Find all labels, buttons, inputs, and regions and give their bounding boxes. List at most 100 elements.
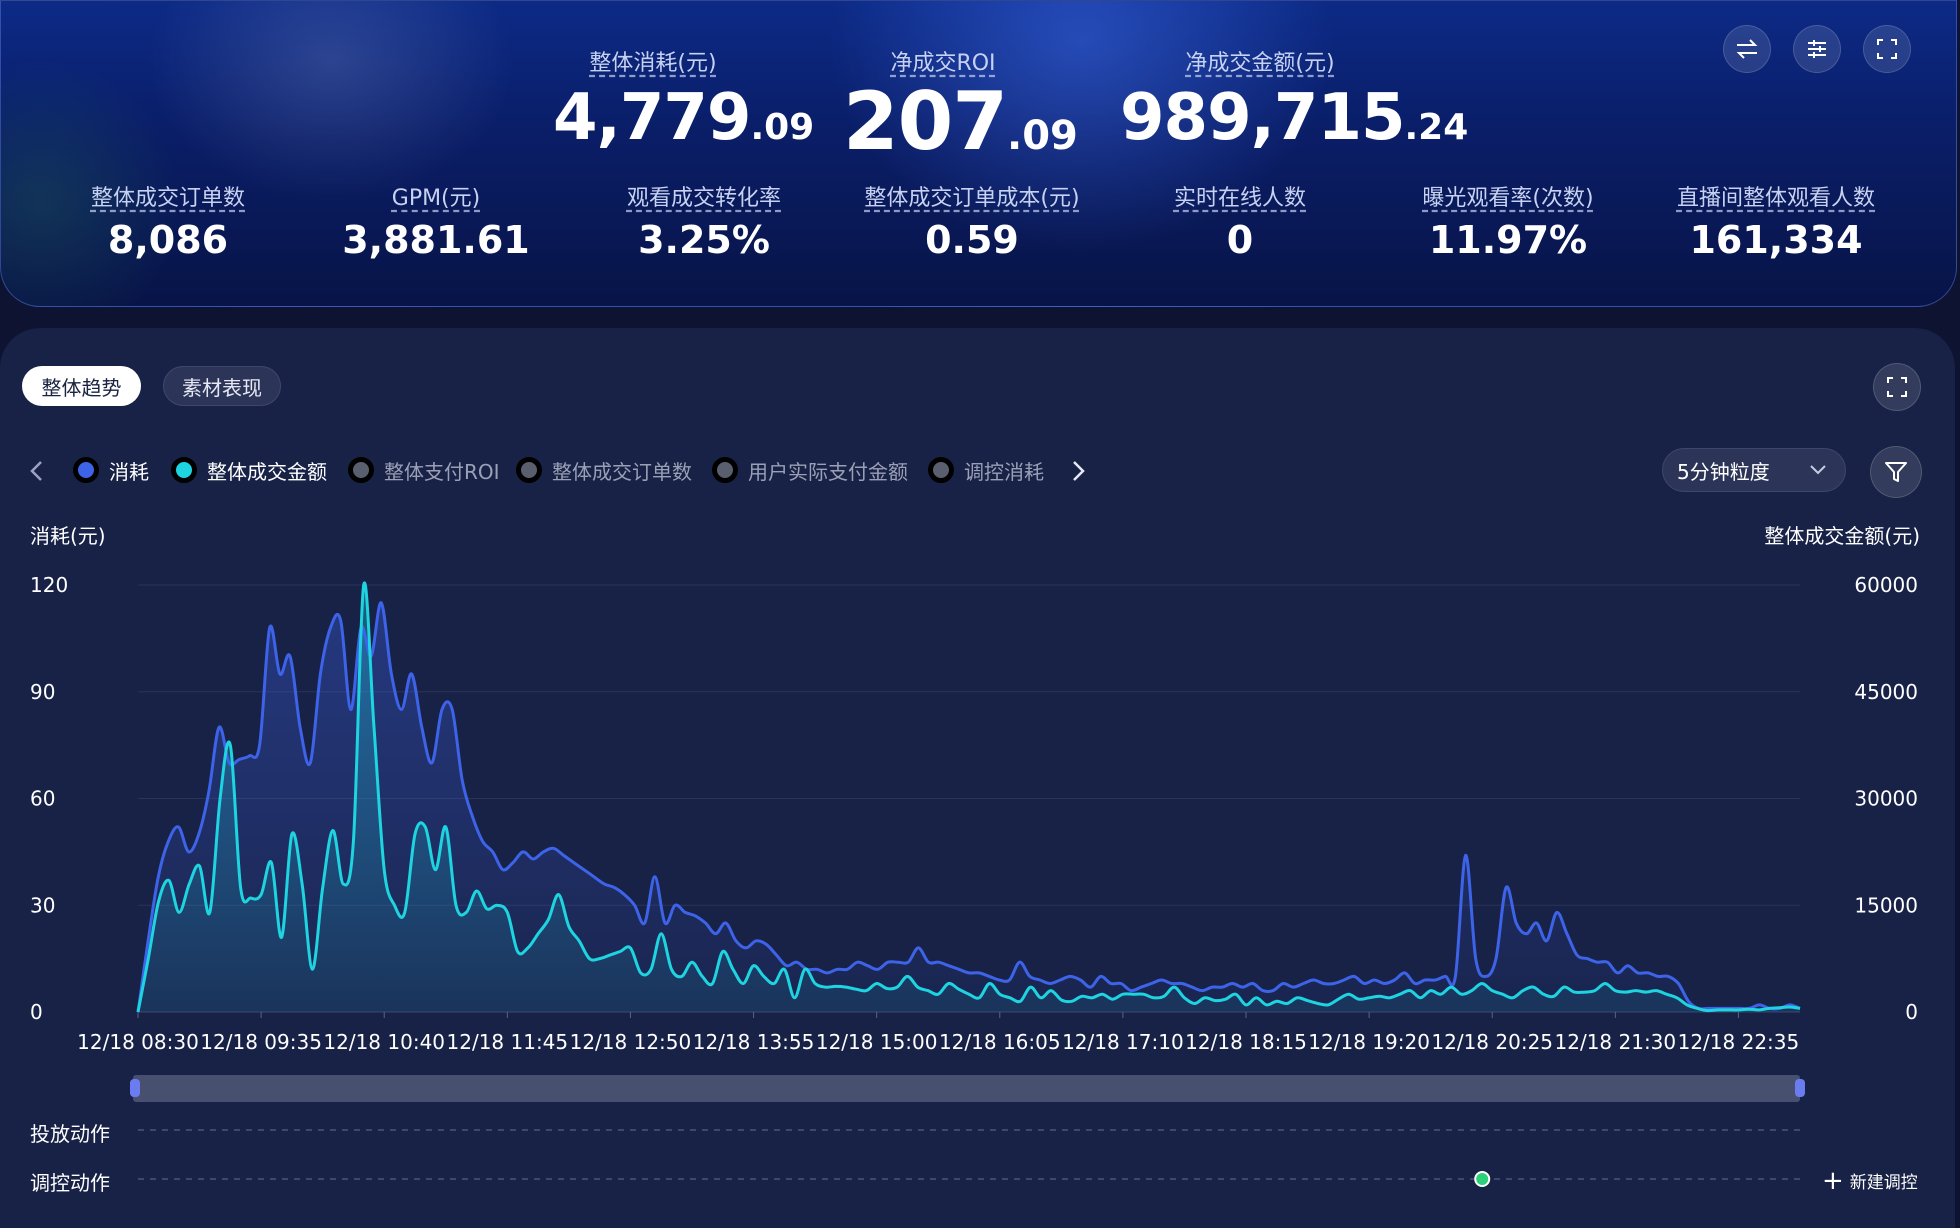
- series-line-gmv: [136, 581, 1801, 1013]
- x-tick-label: 12/18 16:05: [939, 1030, 1061, 1054]
- legend-next-icon[interactable]: [1068, 459, 1088, 483]
- metric-exposure-rate: 曝光观看率(次数) 11.97%: [1378, 180, 1638, 262]
- metric-total-viewers-value: 161,334: [1689, 218, 1863, 262]
- x-tick-label: 12/18 09:35: [200, 1030, 322, 1054]
- metric-net-roi-int: 207: [843, 75, 1008, 168]
- delivery-action-label: 投放动作: [30, 1122, 110, 1146]
- legend-item-cost[interactable]: 消耗: [73, 455, 149, 485]
- x-tick-label: 12/18 10:40: [323, 1030, 445, 1054]
- legend-dot: [171, 457, 197, 483]
- legend-label: 整体成交金额: [207, 459, 327, 484]
- metric-total-viewers: 直播间整体观看人数 161,334: [1646, 180, 1906, 262]
- range-end-handle[interactable]: [1795, 1079, 1805, 1097]
- metric-net-roi-label[interactable]: 净成交ROI: [890, 51, 996, 76]
- legend-item-control-cost[interactable]: 调控消耗: [928, 455, 1044, 485]
- swap-button[interactable]: [1723, 25, 1771, 73]
- legend-label: 用户实际支付金额: [748, 459, 908, 484]
- metric-net-gmv-value: 989,715.24: [1120, 81, 1468, 155]
- metric-net-roi: 净成交ROI 207.09: [843, 45, 1078, 168]
- metric-net-gmv-label[interactable]: 净成交金额(元): [1185, 51, 1335, 76]
- x-tick-label: 12/18 21:30: [1555, 1030, 1677, 1054]
- y-tick-left: 30: [30, 893, 55, 917]
- x-tick-label: 12/18 20:25: [1431, 1030, 1553, 1054]
- filter-button[interactable]: [1870, 446, 1922, 498]
- new-control-button[interactable]: + 新建调控: [1822, 1165, 1918, 1196]
- metric-online-users-label[interactable]: 实时在线人数: [1173, 186, 1306, 211]
- trend-chart[interactable]: 0 0 30 15000 60 30000 90 45000 120 60000 12/18 08:…: [0, 560, 1960, 1215]
- chart-fullscreen-button[interactable]: [1873, 363, 1921, 411]
- legend-label: 调控消耗: [964, 459, 1044, 484]
- metric-total-viewers-label[interactable]: 直播间整体观看人数: [1676, 186, 1875, 211]
- metrics-panel: [0, 0, 1957, 307]
- range-start-handle[interactable]: [130, 1079, 140, 1097]
- legend-item-pay-roi[interactable]: 整体支付ROI: [348, 455, 500, 485]
- metric-total-cost-int: 4,779: [553, 81, 751, 155]
- fullscreen-icon: [1887, 377, 1907, 397]
- chevron-down-icon: [1810, 465, 1826, 475]
- y-axis-right-title: 整体成交金额(元): [1764, 524, 1920, 548]
- settings-button[interactable]: [1793, 25, 1841, 73]
- plus-icon: +: [1822, 1165, 1844, 1196]
- x-tick-label: 12/18 19:20: [1308, 1030, 1430, 1054]
- y-tick-left: 60: [30, 787, 55, 811]
- metric-gpm-value: 3,881.61: [342, 218, 530, 262]
- filter-icon: [1885, 462, 1907, 482]
- legend-label: 消耗: [109, 459, 149, 484]
- metric-conversion-rate-label[interactable]: 观看成交转化率: [626, 186, 781, 211]
- control-action-marker: [1474, 1171, 1491, 1187]
- metric-order-count-value: 8,086: [107, 218, 229, 262]
- y-axis-left-title: 消耗(元): [30, 524, 106, 548]
- new-control-label: 新建调控: [1849, 1173, 1918, 1193]
- y-tick-right: 45000: [1854, 680, 1918, 704]
- y-tick-right: 0: [1905, 1000, 1918, 1024]
- legend-dot: [516, 457, 542, 483]
- x-tick-label: 12/18 13:55: [693, 1030, 815, 1054]
- metric-gpm: GPM(元) 3,881.61: [306, 180, 566, 262]
- legend-item-order-count[interactable]: 整体成交订单数: [516, 455, 692, 485]
- x-tick-label: 12/18 17:10: [1062, 1030, 1184, 1054]
- tab-material-performance[interactable]: 素材表现: [163, 366, 281, 406]
- x-tick-label: 12/18 22:35: [1678, 1030, 1800, 1054]
- legend-item-actual-pay[interactable]: 用户实际支付金额: [712, 455, 908, 485]
- legend-prev-icon[interactable]: [27, 459, 47, 483]
- y-tick-left: 90: [30, 680, 55, 704]
- metric-gpm-label[interactable]: GPM(元): [391, 186, 481, 211]
- legend-dot: [928, 457, 954, 483]
- x-tick-label: 12/18 08:30: [77, 1030, 199, 1054]
- metric-total-cost-dec: .09: [750, 107, 815, 148]
- series-line-cost: [136, 601, 1801, 1013]
- metric-online-users: 实时在线人数 0: [1110, 180, 1370, 262]
- metric-net-roi-dec: .09: [1007, 113, 1078, 159]
- metric-total-cost-value: 4,779.09: [553, 81, 814, 155]
- legend-dot: [348, 457, 374, 483]
- metric-total-cost: 整体消耗(元) 4,779.09: [553, 45, 814, 155]
- legend-dot: [712, 457, 738, 483]
- metric-total-cost-label[interactable]: 整体消耗(元): [589, 51, 717, 76]
- y-tick-left: 120: [30, 573, 68, 597]
- metric-order-cost-value: 0.59: [925, 218, 1019, 262]
- fullscreen-icon: [1877, 39, 1897, 59]
- y-tick-left: 0: [30, 1000, 43, 1024]
- legend-item-gmv[interactable]: 整体成交金额: [171, 455, 327, 485]
- metric-net-gmv: 净成交金额(元) 989,715.24: [1120, 45, 1468, 155]
- fullscreen-button[interactable]: [1863, 25, 1911, 73]
- metric-conversion-rate: 观看成交转化率 3.25%: [574, 180, 834, 262]
- metric-exposure-rate-label[interactable]: 曝光观看率(次数): [1422, 186, 1594, 211]
- metric-net-gmv-dec: .24: [1404, 107, 1469, 148]
- y-tick-right: 30000: [1854, 787, 1918, 811]
- legend-label: 整体成交订单数: [552, 459, 692, 484]
- swap-icon: [1736, 39, 1758, 59]
- time-range-slider[interactable]: [133, 1075, 1800, 1102]
- granularity-select[interactable]: 5分钟粒度: [1662, 448, 1846, 492]
- metric-order-count-label[interactable]: 整体成交订单数: [90, 186, 245, 211]
- legend-label: 整体支付ROI: [384, 459, 500, 484]
- x-tick-label: 12/18 15:00: [816, 1030, 938, 1054]
- x-tick-label: 12/18 18:15: [1185, 1030, 1307, 1054]
- metric-order-cost-label[interactable]: 整体成交订单成本(元): [864, 186, 1080, 211]
- legend-dot: [73, 457, 99, 483]
- x-tick-label: 12/18 12:50: [570, 1030, 692, 1054]
- tab-overall-trend[interactable]: 整体趋势: [22, 366, 141, 406]
- y-tick-right: 15000: [1854, 893, 1918, 917]
- metric-conversion-rate-value: 3.25%: [638, 218, 770, 262]
- metric-net-gmv-int: 989,715: [1120, 81, 1405, 155]
